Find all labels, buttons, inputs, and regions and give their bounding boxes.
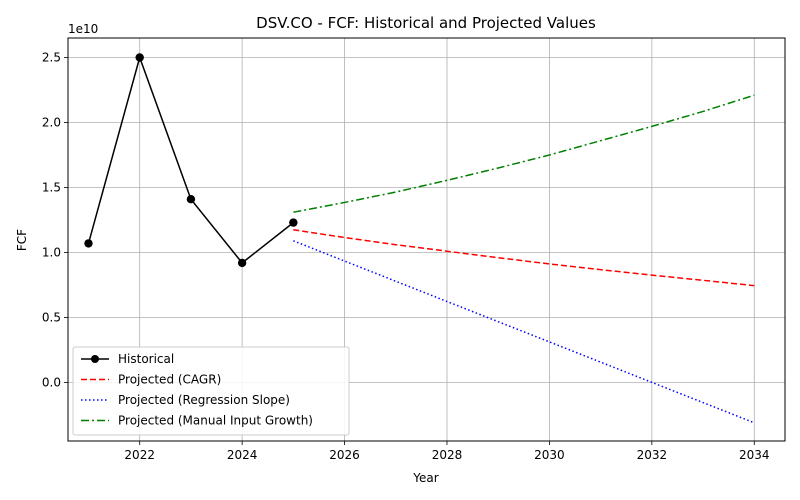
x-tick-label: 2026 (329, 448, 360, 462)
x-tick-label: 2032 (637, 448, 668, 462)
legend-box (72, 346, 350, 436)
x-tick-label: 2022 (124, 448, 155, 462)
data-point-historical (237, 258, 247, 268)
series-line-historical (87, 55, 294, 264)
series-line-projected-manual-input-growth (293, 94, 755, 213)
plot-frame (67, 37, 786, 442)
chart-title: DSV.CO - FCF: Historical and Projected V… (256, 14, 596, 32)
series-line-projected-regression-slope (293, 240, 755, 424)
legend-marker (91, 355, 99, 363)
x-axis-label: Year (412, 471, 438, 485)
y-offset-label: 1e10 (68, 22, 98, 36)
y-tick-label: 2.5 (42, 51, 61, 65)
y-axis-label: FCF (15, 229, 29, 251)
legend-label: Projected (CAGR) (118, 373, 221, 387)
y-ticks: 0.0 0.5 1.0 1.5 2.0 2.5 (42, 51, 68, 390)
data-point-historical (84, 239, 93, 248)
x-tick-label: 2028 (432, 448, 463, 462)
y-tick-label: 2.0 (42, 116, 61, 130)
x-tick-label: 2030 (534, 448, 565, 462)
legend-label: Historical (118, 352, 174, 366)
legend-label: Projected (Manual Input Growth) (118, 414, 313, 428)
y-tick-label: 0.0 (42, 376, 61, 390)
series-layer (84, 53, 755, 424)
x-tick-label: 2034 (739, 448, 770, 462)
data-point-historical (289, 218, 298, 227)
y-tick-label: 1.5 (42, 181, 61, 195)
grid (68, 38, 785, 441)
y-tick-label: 1.0 (42, 246, 61, 260)
legend: Historical Projected (CAGR) Projected (Reg… (72, 346, 350, 436)
data-point-historical (186, 195, 196, 204)
data-point-historical (135, 53, 144, 62)
legend-label: Projected (Regression Slope) (118, 393, 290, 407)
x-ticks: 2022 2024 2026 2028 2030 2032 2034 (124, 441, 770, 462)
x-tick-label: 2024 (227, 448, 258, 462)
y-tick-label: 0.5 (42, 311, 61, 325)
series-line-projected-cagr (293, 229, 755, 287)
